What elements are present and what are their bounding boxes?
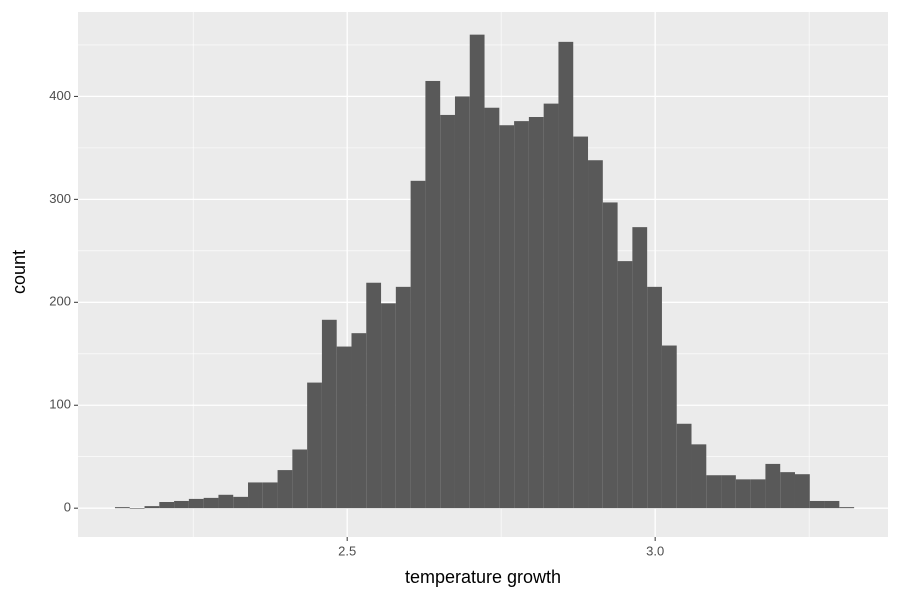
bar (307, 382, 322, 509)
x-tick-label: 2.5 (338, 543, 356, 558)
bar (676, 423, 692, 509)
bar (602, 202, 618, 509)
bar (528, 117, 544, 509)
bar (750, 479, 766, 509)
bar (321, 319, 337, 509)
bar (824, 500, 840, 509)
bar (188, 498, 204, 509)
bar (129, 508, 145, 509)
bar (159, 502, 175, 509)
bar (366, 282, 382, 509)
y-axis-label: count (9, 250, 29, 294)
bar (543, 103, 559, 509)
x-axis-label: temperature growth (405, 567, 561, 587)
y-tick-label: 200 (49, 294, 71, 309)
bar (573, 136, 589, 509)
bar (454, 96, 470, 509)
bar (588, 160, 603, 509)
y-tick-label: 0 (64, 500, 71, 515)
bar (174, 500, 189, 509)
bar (233, 496, 249, 509)
bar (691, 444, 707, 509)
bar (381, 303, 396, 509)
bar (484, 107, 500, 509)
bar (514, 121, 529, 509)
bar (144, 506, 160, 509)
bar (292, 449, 308, 509)
bar (248, 482, 263, 509)
bar (425, 80, 441, 509)
bar (839, 507, 855, 509)
bar (203, 497, 219, 509)
bar (558, 41, 574, 509)
x-tick-label: 3.0 (646, 543, 664, 558)
bar (780, 472, 795, 509)
bar (114, 507, 130, 509)
bar (721, 475, 736, 509)
bar (336, 346, 352, 509)
bar (661, 345, 677, 509)
bar (617, 261, 633, 509)
y-tick-label: 100 (49, 397, 71, 412)
bar (499, 125, 515, 509)
bar (262, 482, 278, 509)
bar (647, 286, 662, 509)
y-tick-label: 300 (49, 191, 71, 206)
bar (765, 463, 781, 509)
bar (706, 475, 722, 509)
bar (410, 180, 426, 509)
bar (632, 227, 648, 509)
y-tick-label: 400 (49, 88, 71, 103)
bar (469, 34, 485, 509)
bar (395, 286, 411, 509)
bar (735, 479, 751, 509)
bar (351, 333, 367, 509)
bar (440, 114, 455, 509)
bar (794, 474, 810, 509)
bar (218, 494, 234, 509)
bar (809, 500, 825, 509)
bar (277, 470, 293, 509)
